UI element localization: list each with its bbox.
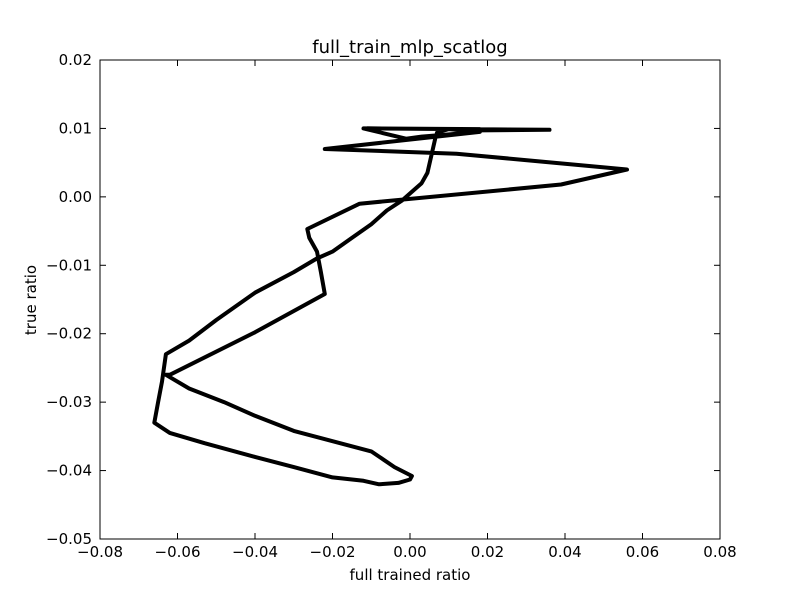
x-tick-label: −0.04 — [232, 543, 278, 561]
plot-frame — [99, 59, 721, 540]
y-tick-label: −0.03 — [46, 393, 92, 411]
x-axis-title: full trained ratio — [350, 566, 471, 584]
series-line-0 — [152, 126, 629, 487]
y-axis-title: true ratio — [22, 265, 40, 335]
y-tick-label: 0.02 — [59, 51, 92, 69]
y-tick-label: −0.02 — [46, 325, 92, 343]
x-tick-label: 0.00 — [393, 543, 426, 561]
y-tick-label: 0.00 — [59, 188, 92, 206]
plot-area — [152, 126, 629, 487]
x-tick-label: 0.02 — [471, 543, 504, 561]
x-tick-label: 0.06 — [626, 543, 659, 561]
y-tick-label: −0.05 — [46, 530, 92, 548]
y-tick-label: −0.01 — [46, 256, 92, 274]
chart-title: full_train_mlp_scatlog — [312, 37, 507, 58]
x-tick-label: 0.04 — [548, 543, 581, 561]
x-tick-label: 0.08 — [703, 543, 736, 561]
x-tick-label: −0.08 — [77, 543, 123, 561]
y-tick-label: 0.01 — [59, 119, 92, 137]
x-tick-label: −0.02 — [310, 543, 356, 561]
axis-ticks: −0.08 −0.06 −0.04 −0.02 0.00 0.02 0.04 0.06 0.08… — [46, 51, 737, 561]
x-tick-label: −0.06 — [155, 543, 201, 561]
y-tick-label: −0.04 — [46, 462, 92, 480]
